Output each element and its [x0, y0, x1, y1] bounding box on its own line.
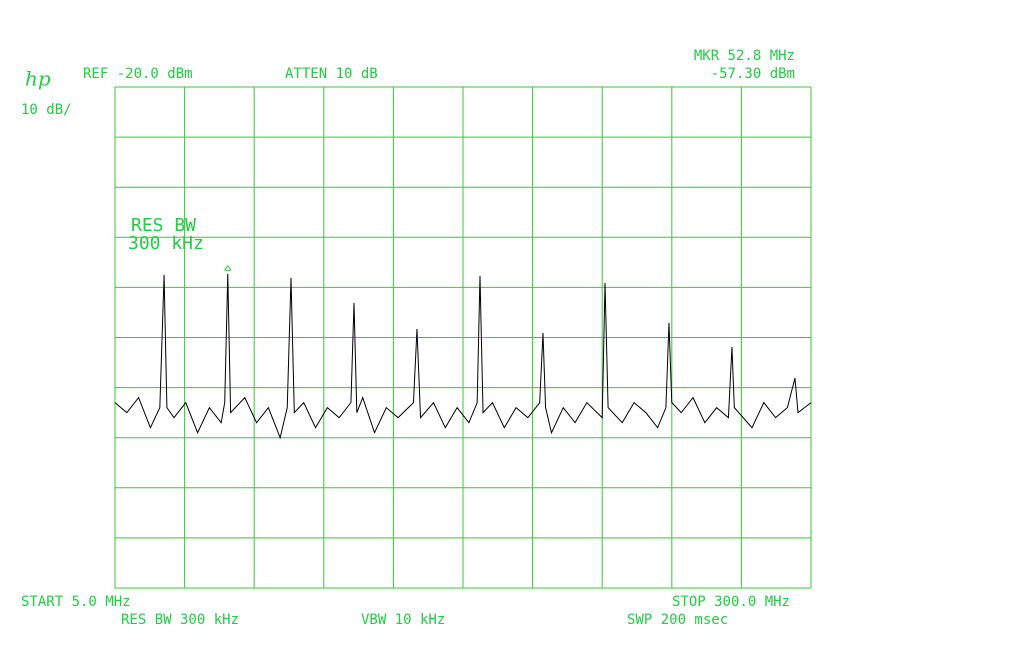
reference-level: REF -20.0 dBm	[83, 66, 193, 82]
annotation: RES BW	[131, 215, 196, 236]
trace	[114, 273, 812, 440]
marker-frequency: MKR 52.8 MHz	[694, 48, 795, 64]
sweep-time: SWP 200 msec	[627, 612, 728, 628]
annotation: 300 kHz	[128, 233, 204, 254]
scale-label: 10 dB/	[21, 102, 72, 118]
marker-level: -57.30 dBm	[711, 66, 795, 82]
marker	[223, 265, 232, 272]
attenuation: ATTEN 10 dB	[285, 66, 378, 82]
stop-frequency: STOP 300.0 MHz	[672, 594, 790, 610]
start-frequency: START 5.0 MHz	[21, 594, 131, 610]
logo: hp	[25, 67, 51, 91]
resolution-bandwidth: RES BW 300 kHz	[121, 612, 239, 628]
video-bandwidth: VBW 10 kHz	[361, 612, 445, 628]
